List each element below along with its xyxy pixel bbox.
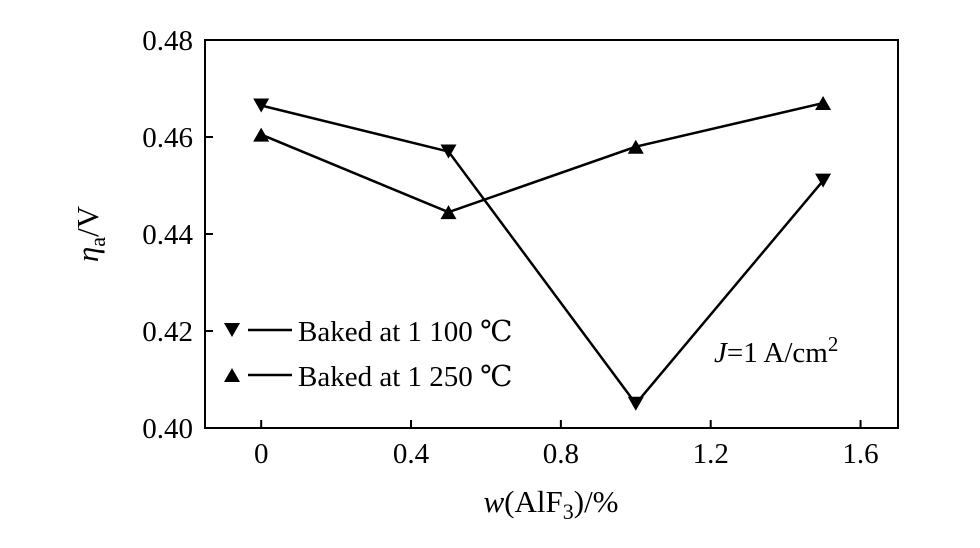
data-point bbox=[253, 127, 270, 142]
y-axis-label: ηa/V bbox=[70, 205, 110, 262]
data-point bbox=[815, 96, 832, 111]
x-axis-label-main: (AlF bbox=[504, 484, 563, 519]
legend-marker-triangle-down bbox=[224, 323, 240, 337]
legend: Baked at 1 100 ℃ Baked at 1 250 ℃ bbox=[224, 316, 512, 393]
x-axis-label-prefix: w bbox=[483, 484, 504, 519]
y-axis-label-main: η bbox=[70, 247, 105, 262]
x-tick-label: 0.4 bbox=[393, 438, 430, 470]
x-axis-ticks: 0 0.4 0.8 1.2 1.6 bbox=[254, 420, 879, 470]
annotation-main: =1 A/cm bbox=[727, 337, 828, 369]
y-tick-label: 0.42 bbox=[142, 316, 193, 348]
legend-label-1250: Baked at 1 250 ℃ bbox=[298, 361, 512, 393]
series-baked-1250 bbox=[253, 96, 832, 220]
series-line bbox=[260, 104, 825, 406]
y-axis-label-sub: a bbox=[85, 237, 110, 247]
legend-label-1100: Baked at 1 100 ℃ bbox=[298, 316, 512, 348]
legend-item-1250: Baked at 1 250 ℃ bbox=[224, 361, 512, 393]
x-tick-label: 1.6 bbox=[842, 438, 878, 470]
y-tick-label: 0.44 bbox=[142, 219, 193, 251]
series-baked-1100 bbox=[253, 98, 832, 411]
data-point bbox=[627, 139, 644, 154]
legend-item-1100: Baked at 1 100 ℃ bbox=[224, 316, 512, 348]
annotation-italic: J bbox=[714, 337, 728, 369]
x-tick-label: 0.8 bbox=[543, 438, 579, 470]
data-point bbox=[440, 205, 457, 220]
series-line bbox=[260, 101, 824, 214]
y-axis-ticks: 0.40 0.42 0.44 0.46 0.48 bbox=[142, 25, 213, 445]
legend-marker-triangle-up bbox=[224, 368, 240, 382]
x-axis-label: w(AlF3)/% bbox=[483, 484, 618, 524]
data-point bbox=[815, 173, 832, 188]
y-axis-label-suffix: /V bbox=[70, 205, 105, 237]
y-tick-label: 0.48 bbox=[142, 25, 193, 57]
x-axis-label-sub: 3 bbox=[563, 499, 574, 524]
x-tick-label: 0 bbox=[254, 438, 269, 470]
data-point bbox=[627, 396, 644, 411]
annotation-sup: 2 bbox=[828, 332, 839, 356]
y-tick-label: 0.46 bbox=[142, 122, 193, 154]
x-tick-label: 1.2 bbox=[693, 438, 729, 470]
data-point bbox=[440, 144, 457, 159]
y-tick-label: 0.40 bbox=[142, 413, 193, 445]
x-axis-label-suffix: )/% bbox=[574, 484, 619, 519]
series-layer bbox=[253, 96, 832, 411]
data-point bbox=[253, 98, 270, 113]
current-density-annotation: J=1 A/cm2 bbox=[714, 332, 838, 369]
